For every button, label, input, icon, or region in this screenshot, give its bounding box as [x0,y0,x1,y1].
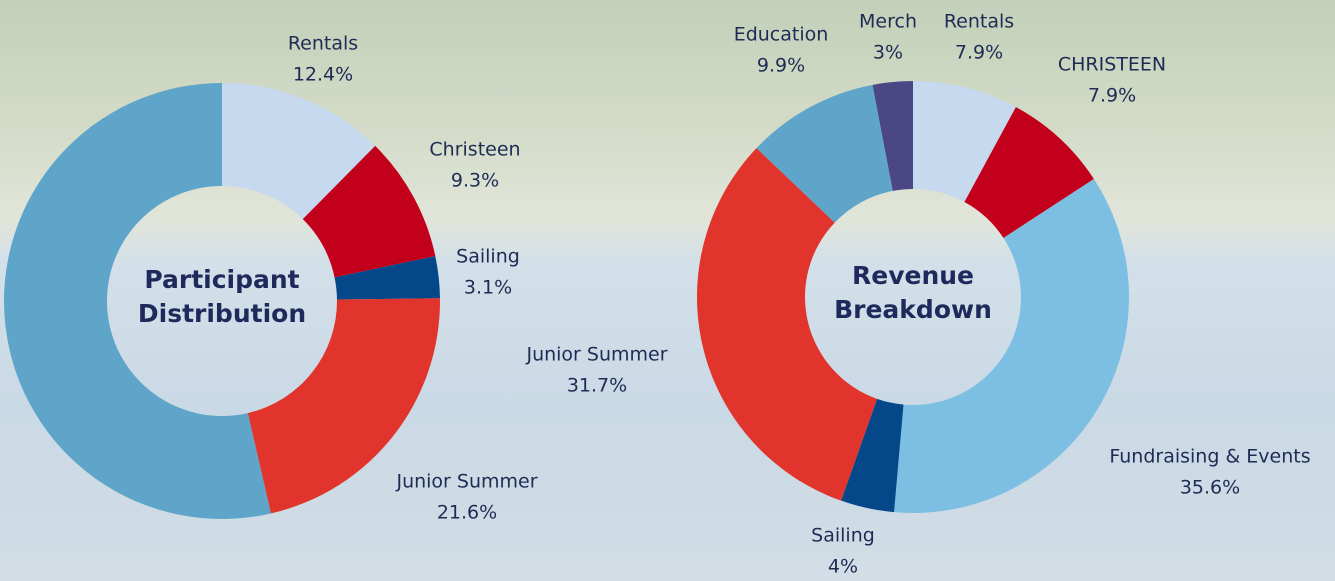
slice-value: 35.6% [1180,477,1240,499]
slice-value: 9.9% [757,55,805,77]
donut-slice [3,83,271,520]
donut-center-title: Participant Distribution [137,265,307,328]
slice-value: 4% [828,556,858,578]
slice-label: Merch [859,11,917,33]
donut-slice [222,83,376,220]
donut-slice [334,256,440,300]
donut-slice [913,81,1016,203]
slice-label: Sailing [456,246,520,268]
slice-label: Education [734,24,829,46]
slice-value: 7.9% [955,42,1003,64]
slice-label: Rentals [288,33,358,55]
slice-value: 9.3% [451,170,499,192]
slice-value: 31.7% [567,375,627,397]
donut-slice [696,148,878,501]
slice-label: Rentals [944,11,1014,33]
slice-label: Sailing [811,525,875,547]
donut-slice [894,178,1129,513]
slice-label: Junior Summer [395,471,537,493]
slice-value: 3% [873,42,903,64]
slice-label: CHRISTEEN [1058,54,1166,76]
donut-slice [302,145,436,278]
slice-label: Fundraising & Events [1109,446,1310,468]
donut-slice [247,298,441,514]
slice-value: 7.9% [1088,85,1136,107]
donut-center-title: Revenue Breakdown [834,261,992,324]
slice-value: 12.4% [293,64,353,86]
slice-value: 21.6% [437,502,497,524]
donut-slice [872,81,913,191]
donut-slice [964,107,1094,238]
slice-label: Christeen [429,139,520,161]
donut-slice [756,84,893,223]
slice-label: Junior Summer [525,344,667,366]
donut-slice [841,398,904,513]
slice-value: 3.1% [464,277,512,299]
